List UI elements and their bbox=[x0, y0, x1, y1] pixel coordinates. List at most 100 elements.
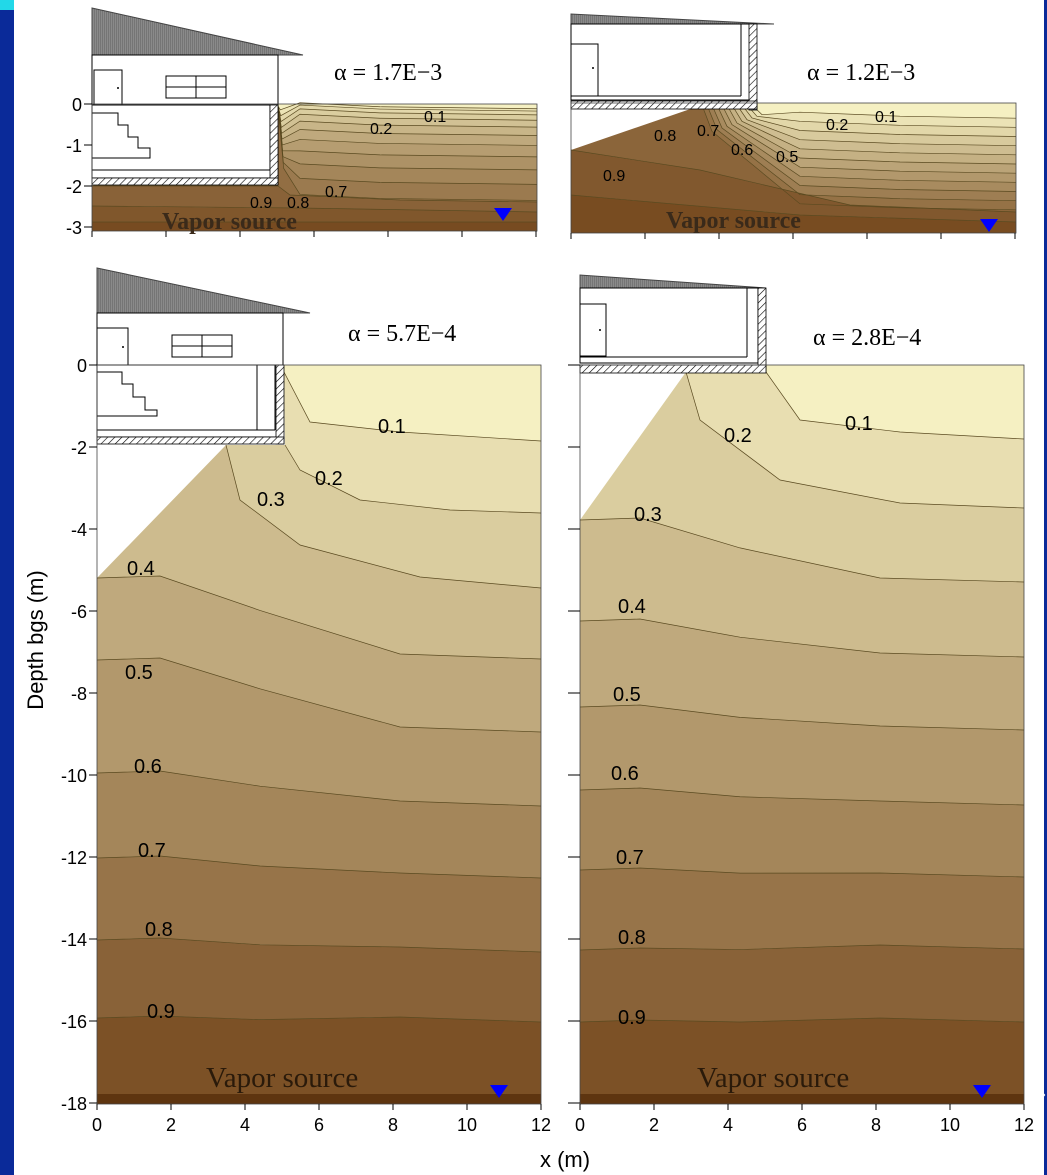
p1-contour-label: 0.1 bbox=[424, 109, 446, 126]
p3-contour-line bbox=[283, 371, 542, 442]
p1-band bbox=[92, 222, 537, 231]
p3-band bbox=[284, 372, 541, 513]
p3-y-tick-label: -16 bbox=[61, 1012, 87, 1032]
p3-x-tick-label: 8 bbox=[388, 1115, 398, 1135]
p2-band bbox=[732, 105, 1016, 155]
p4-contour-label: 0.1 bbox=[845, 413, 873, 435]
p4-contour-line bbox=[579, 787, 1025, 806]
p3-x-tick-label: 10 bbox=[457, 1115, 477, 1135]
p3-contour-label: 0.1 bbox=[378, 416, 406, 438]
p4-y-axis-ticks bbox=[568, 364, 580, 1104]
p3-water-table-marker bbox=[490, 1085, 508, 1098]
p4-vapor-source: Vapor source bbox=[697, 1062, 849, 1094]
p1-band bbox=[278, 106, 537, 140]
p4-contour-label: 0.3 bbox=[634, 504, 662, 526]
p1-vapor-source: Vapor source bbox=[162, 209, 297, 235]
y-axis-title: Depth bgs (m) bbox=[23, 570, 48, 709]
p2-contour-line bbox=[706, 104, 1017, 202]
p1-foundation-slab bbox=[91, 177, 279, 186]
p2-band bbox=[571, 103, 1016, 119]
p2-band bbox=[717, 105, 1016, 183]
p1-band bbox=[278, 106, 537, 185]
p4-contour-line bbox=[579, 618, 1025, 658]
p4-contour-line bbox=[579, 704, 1025, 731]
p3-y-tick-label: -4 bbox=[71, 520, 87, 540]
p3-contour-line bbox=[284, 444, 542, 514]
p2-contour-line bbox=[721, 104, 1017, 174]
p2-contour-labels: 0.1 0.2 0.5 0.6 0.7 0.8 0.9 bbox=[603, 109, 897, 185]
p3-contour-label: 0.3 bbox=[257, 489, 285, 511]
p3-y-tick-label: -6 bbox=[71, 602, 87, 622]
x-axis-title: x (m) bbox=[540, 1147, 590, 1172]
p2-house bbox=[570, 13, 775, 111]
p3-band bbox=[97, 658, 541, 806]
p3-band bbox=[97, 856, 541, 952]
p1-band bbox=[278, 106, 537, 157]
p2-contour-line bbox=[570, 194, 1017, 223]
p4-x-tick-label: 12 bbox=[1014, 1115, 1034, 1135]
p1-band bbox=[92, 186, 537, 212]
p2-band bbox=[702, 105, 1016, 210]
p2-foundation-slab bbox=[570, 100, 758, 110]
p2-band bbox=[722, 105, 1016, 174]
p1-contour-line bbox=[92, 185, 538, 203]
p2-band bbox=[727, 105, 1016, 164]
p3-contour-line bbox=[96, 937, 542, 953]
p1-foundation-wall bbox=[269, 104, 279, 186]
p3-contour-fill bbox=[97, 365, 541, 1104]
p3-y-tick-label: -10 bbox=[61, 766, 87, 786]
p4-contour-label: 0.8 bbox=[618, 927, 646, 949]
p1-contour-label: 0.9 bbox=[250, 195, 272, 212]
p3-contour-label: 0.7 bbox=[138, 840, 166, 862]
p3-band bbox=[97, 938, 541, 1022]
p4-foundation-wall bbox=[757, 287, 767, 373]
p4-contour-labels: 0.1 0.2 0.3 0.4 0.5 0.6 0.7 0.8 0.9 bbox=[611, 413, 873, 1029]
p3-band bbox=[226, 445, 541, 588]
p4-alpha-label: α = 2.8E−4 bbox=[813, 325, 921, 351]
p3-vapor-source: Vapor source bbox=[206, 1062, 358, 1094]
p4-contour-line bbox=[579, 517, 1025, 583]
p3-contour-line bbox=[225, 444, 542, 589]
p1-contour-label: 0.8 bbox=[287, 195, 309, 212]
p3-y-tick-label: -14 bbox=[61, 930, 87, 950]
p3-band bbox=[97, 445, 541, 659]
p1-contour-label: 0.2 bbox=[370, 121, 392, 138]
p3-x-axis: 0 2 4 6 8 10 12 bbox=[92, 1104, 551, 1135]
p3-band bbox=[97, 771, 541, 878]
p2-x-ticks bbox=[570, 233, 1016, 239]
p2-band bbox=[571, 195, 1016, 233]
p4-contour-line bbox=[579, 867, 1025, 878]
p3-contour-label: 0.5 bbox=[125, 662, 153, 684]
p4-contour-fill bbox=[580, 365, 1024, 1104]
p4-band bbox=[580, 705, 1024, 805]
p3-x-tick-label: 2 bbox=[166, 1115, 176, 1135]
p2-wall bbox=[570, 23, 757, 101]
p3-contour-label: 0.8 bbox=[145, 919, 173, 941]
p3-contour-line bbox=[96, 855, 542, 879]
panel-3: 0 -2 -4 -6 -8 -10 -12 -14 -16 -18 0 2 4 6 8 10 12 α = 5… bbox=[61, 267, 551, 1135]
p1-x-ticks bbox=[91, 231, 537, 237]
p2-vapor-source: Vapor source bbox=[666, 208, 801, 234]
p1-y-tick-label: -3 bbox=[66, 218, 82, 238]
p1-contour-labels: 0.1 0.2 0.7 0.8 0.9 bbox=[250, 109, 446, 212]
p2-contour-line bbox=[711, 104, 1017, 192]
p3-contour-labels: 0.1 0.2 0.3 0.4 0.5 0.6 0.7 0.8 0.9 bbox=[125, 416, 406, 1023]
p1-contour-line bbox=[277, 102, 538, 111]
p2-band bbox=[712, 105, 1016, 192]
p2-contour-line bbox=[746, 104, 1017, 128]
p1-y-axis: 0 -1 -2 -3 bbox=[66, 95, 92, 238]
p2-contour-label: 0.1 bbox=[875, 109, 897, 126]
p4-foundation-slab bbox=[579, 364, 767, 374]
p3-band bbox=[97, 1016, 541, 1104]
p4-contour-label: 0.4 bbox=[618, 596, 646, 618]
p4-contour-line bbox=[579, 1017, 1025, 1023]
p4-x-tick-label: 2 bbox=[649, 1115, 659, 1135]
p4-band bbox=[580, 788, 1024, 877]
p2-band bbox=[742, 105, 1016, 137]
p1-contour-line bbox=[277, 105, 538, 201]
p2-contour-line bbox=[716, 104, 1017, 183]
p4-contour-label: 0.2 bbox=[724, 425, 752, 447]
p2-contour-label: 0.6 bbox=[731, 142, 753, 159]
p2-contour-label: 0.9 bbox=[603, 168, 625, 185]
p2-contour-line bbox=[570, 149, 1017, 213]
